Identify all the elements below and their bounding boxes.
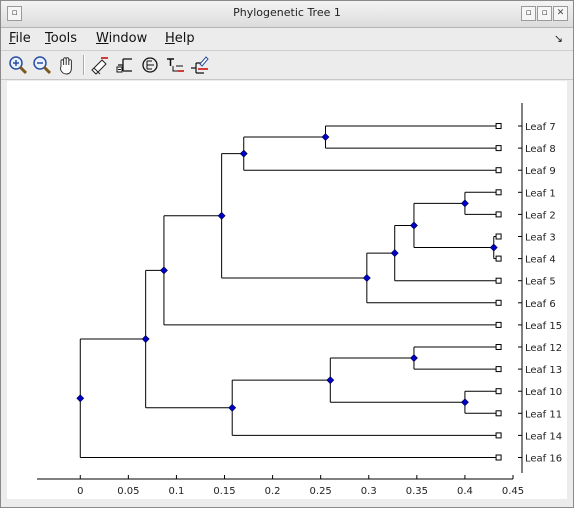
x-tick-label: 0.35	[406, 486, 428, 497]
branch-node-marker	[326, 376, 335, 385]
leaf-node-marker	[495, 211, 502, 218]
leaf-label: Leaf 9	[525, 166, 556, 177]
branch-node-marker	[362, 274, 371, 282]
branch-node-marker	[460, 398, 469, 407]
leaf-label: Leaf 11	[525, 409, 562, 420]
leaf-label: Leaf 13	[525, 365, 562, 376]
x-tick-label: 0.2	[265, 486, 281, 497]
leaf-label: Leaf 14	[525, 431, 562, 442]
leaf-node-marker	[495, 167, 502, 174]
rotate-branch-icon[interactable]	[139, 54, 161, 76]
x-tick-label: 0.05	[117, 486, 139, 497]
branch-node-marker	[390, 249, 399, 257]
toolbar-separator	[83, 55, 85, 75]
zoom-in-icon[interactable]	[7, 54, 29, 76]
branch-node-marker	[160, 266, 168, 275]
leaf-label: Leaf 1	[525, 188, 556, 199]
leaf-node-marker	[495, 432, 502, 439]
leaf-node-marker	[495, 299, 502, 306]
close-icon[interactable]: ✕	[553, 6, 568, 21]
title-bar[interactable]: ▫ Phylogenetic Tree 1 ▫ ▫ ✕	[1, 1, 573, 28]
leaf-label: Leaf 2	[525, 210, 556, 221]
leaf-label: Leaf 4	[525, 255, 556, 266]
rename-icon[interactable]	[164, 54, 186, 76]
x-tick-label: 0.25	[310, 486, 332, 497]
branch-node-marker	[239, 149, 248, 158]
x-tick-label: 0.45	[502, 486, 524, 497]
leaf-node-marker	[495, 123, 502, 129]
window-title: Phylogenetic Tree 1	[233, 6, 341, 19]
leaf-label: Leaf 7	[525, 122, 556, 133]
branch-node-marker	[141, 335, 150, 343]
pan-hand-icon[interactable]	[56, 54, 78, 76]
leaf-node-marker	[495, 233, 502, 240]
prune-icon[interactable]	[89, 54, 111, 76]
leaf-node-marker	[495, 277, 502, 284]
leaf-label: Leaf 5	[525, 277, 556, 288]
toolbar	[1, 51, 573, 80]
leaf-node-marker	[495, 388, 502, 395]
leaf-node-marker	[495, 410, 502, 417]
branch-node-marker	[460, 199, 469, 208]
branch-node-marker	[489, 243, 498, 252]
leaf-label: Leaf 3	[525, 233, 556, 244]
branch-node-marker	[410, 221, 418, 230]
collapse-expand-icon[interactable]	[114, 54, 136, 76]
phylogenetic-tree-plot[interactable]: Leaf 7 Leaf 8 Leaf 9 Leaf 1 Leaf 2 Leaf 3 Leaf…	[7, 81, 567, 499]
menu-help[interactable]: Help	[165, 31, 195, 46]
maximize-icon[interactable]: ▫	[537, 6, 552, 21]
x-tick-label: 0.1	[168, 486, 184, 497]
menu-file[interactable]: File	[9, 31, 31, 46]
x-tick-label: 0.15	[213, 486, 235, 497]
leaf-label: Leaf 8	[525, 144, 556, 155]
leaf-label: Leaf 16	[525, 454, 562, 465]
branch-node-marker	[228, 403, 237, 412]
leaf-node-marker	[495, 454, 502, 461]
leaf-label: Leaf 12	[525, 343, 562, 354]
dock-arrow-icon[interactable]: ↘	[553, 32, 563, 45]
leaf-node-marker	[495, 255, 502, 262]
window-menu-icon[interactable]: ▫	[7, 6, 22, 21]
branch-node-marker	[410, 354, 418, 362]
menu-tools[interactable]: Tools	[45, 31, 78, 46]
leaf-label: Leaf 10	[525, 387, 562, 398]
leaf-node-marker	[495, 145, 502, 152]
leaf-node-marker	[495, 344, 502, 350]
leaf-node-marker	[495, 366, 502, 373]
find-leaf-icon[interactable]	[188, 54, 210, 76]
menu-window[interactable]: Window	[96, 31, 148, 46]
figure-canvas: Leaf 7 Leaf 8 Leaf 9 Leaf 1 Leaf 2 Leaf 3 Leaf…	[7, 81, 567, 499]
branch-node-marker	[76, 394, 85, 403]
branch-node-marker	[321, 133, 330, 141]
x-tick-label: 0.3	[361, 486, 377, 497]
leaf-node-marker	[495, 189, 502, 196]
zoom-out-icon[interactable]	[31, 54, 53, 76]
leaf-node-marker	[495, 321, 502, 328]
minimize-icon[interactable]: ▫	[521, 6, 536, 21]
leaf-label: Leaf 15	[525, 321, 562, 332]
menu-bar: File Tools Window Help ↘	[1, 28, 573, 51]
leaf-label: Leaf 6	[525, 299, 556, 310]
x-tick-label: 0	[77, 486, 83, 497]
x-tick-label: 0.4	[457, 486, 473, 497]
branch-node-marker	[217, 211, 226, 220]
